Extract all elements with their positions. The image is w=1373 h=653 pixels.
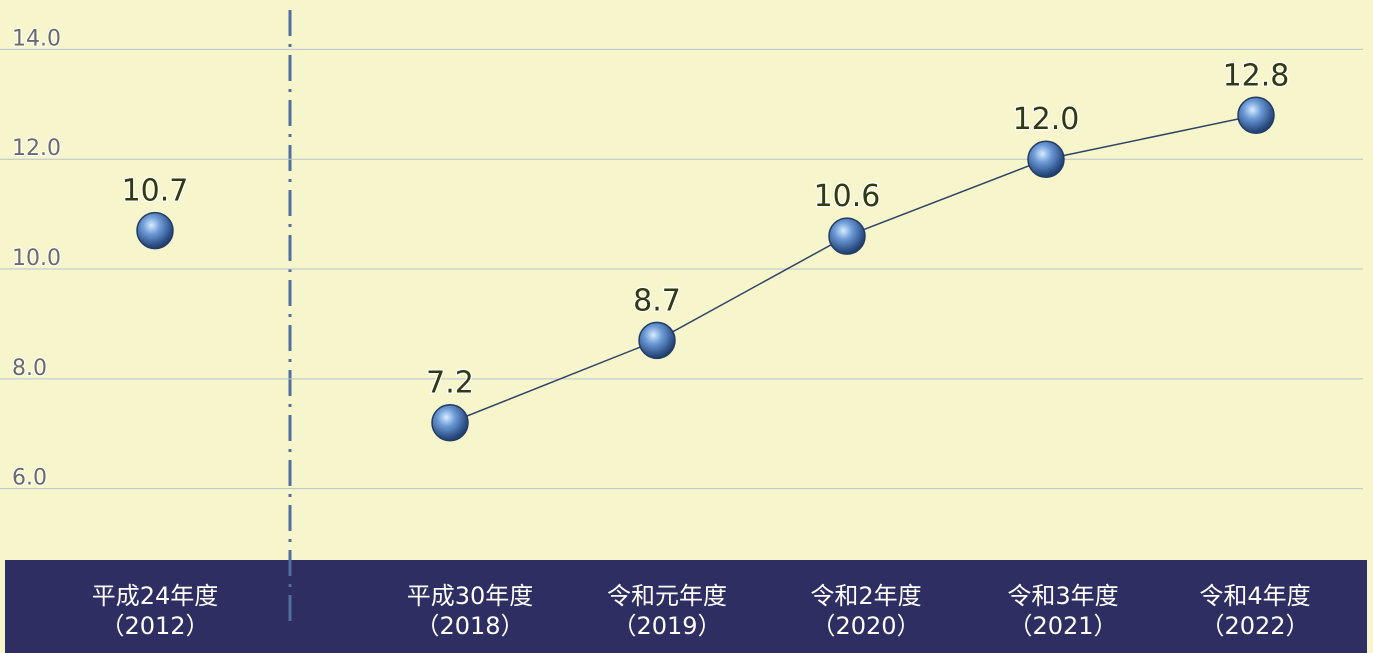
value-label: 12.0	[1013, 102, 1080, 137]
value-label: 7.2	[426, 366, 474, 401]
marker	[1237, 96, 1275, 135]
x-tick-label: 令和2年度（2020）	[810, 582, 921, 640]
value-label: 10.7	[122, 174, 189, 209]
x-tick-label: 平成24年度（2012）	[92, 582, 219, 640]
y-tick-label: 6.0	[12, 466, 47, 491]
x-tick-label: 令和4年度（2022）	[1199, 582, 1310, 640]
y-tick-label: 8.0	[12, 356, 47, 381]
y-tick-label: 14.0	[12, 26, 61, 51]
x-tick-label: 令和元年度（2019）	[607, 582, 727, 640]
y-tick-label: 10.0	[12, 246, 61, 271]
marker	[828, 217, 866, 255]
value-label: 10.6	[814, 179, 881, 214]
x-tick-label: 令和3年度（2021）	[1007, 582, 1118, 640]
category-band	[5, 560, 1367, 653]
value-label: 8.7	[633, 283, 681, 318]
y-tick-label: 12.0	[12, 136, 61, 161]
x-tick-label: 平成30年度（2018）	[407, 582, 534, 640]
marker	[431, 403, 469, 442]
value-label: 12.8	[1223, 58, 1290, 93]
marker	[136, 211, 174, 250]
marker	[638, 321, 676, 360]
marker	[1027, 140, 1065, 178]
